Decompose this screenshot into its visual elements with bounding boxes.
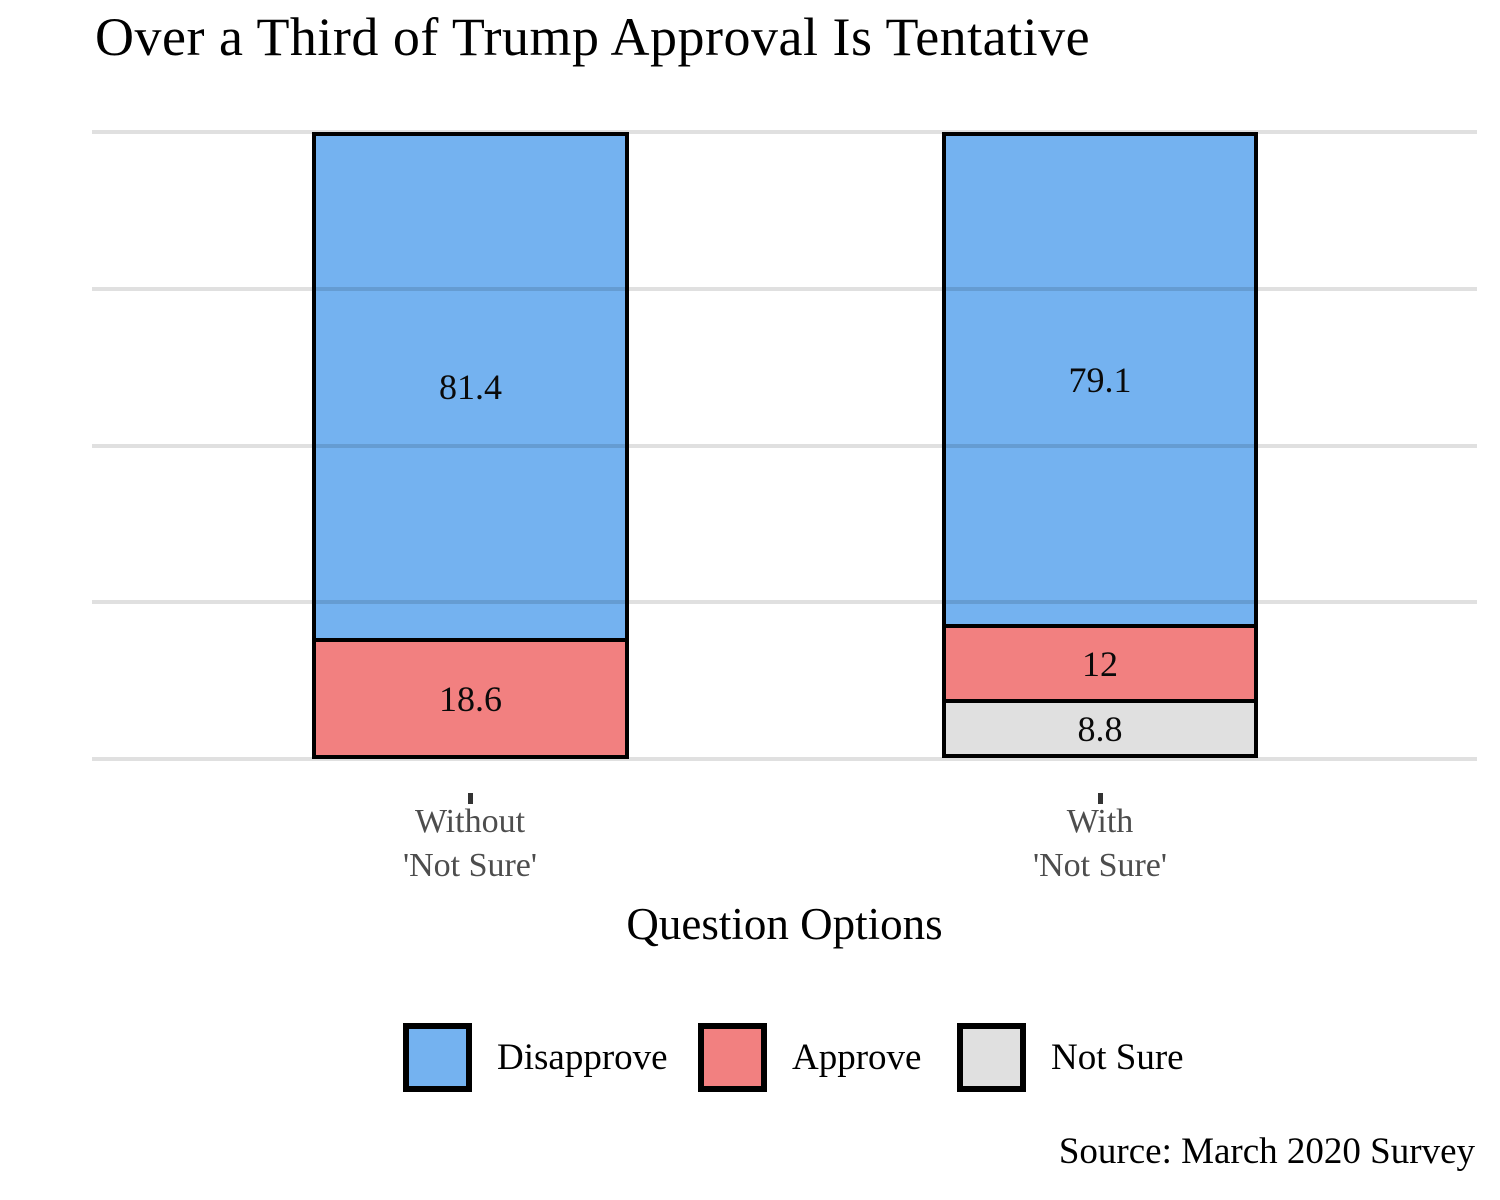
stacked-bar-without-not-sure: 81.4 18.6 xyxy=(312,132,629,759)
segment-value-label: 8.8 xyxy=(1077,708,1123,749)
plot-area: 81.4 18.6 79.1 12 8.8 xyxy=(92,130,1477,761)
legend-swatch-approve xyxy=(698,1023,767,1092)
category-label-line2: 'Not Sure' xyxy=(402,847,538,884)
category-label-line2: 'Not Sure' xyxy=(1032,847,1168,884)
x-axis-title: Question Options xyxy=(626,899,943,949)
bar-segment-approve: 12 xyxy=(942,623,1258,704)
segment-value-label: 81.4 xyxy=(439,367,502,408)
category-label-with: With 'Not Sure' xyxy=(920,800,1280,888)
gridline-100 xyxy=(92,130,1477,134)
category-label-line1: With xyxy=(1066,803,1134,840)
legend-item-disapprove: Disapprove xyxy=(403,1023,668,1092)
gridline-75 xyxy=(92,286,1477,291)
legend-swatch-not-sure xyxy=(957,1023,1026,1092)
source-note: Source: March 2020 Survey xyxy=(1058,1131,1475,1172)
legend-label: Disapprove xyxy=(497,1037,668,1078)
chart-title: Over a Third of Trump Approval Is Tentat… xyxy=(95,7,1091,67)
segment-value-label: 18.6 xyxy=(439,678,502,719)
legend-item-approve: Approve xyxy=(698,1023,921,1092)
gridline-0 xyxy=(92,757,1477,761)
legend-label: Not Sure xyxy=(1051,1037,1184,1078)
segment-value-label: 79.1 xyxy=(1068,359,1132,400)
bar-segment-not-sure: 8.8 xyxy=(942,699,1258,759)
category-label-without: Without 'Not Sure' xyxy=(290,800,650,888)
bar-segment-disapprove: 81.4 xyxy=(312,132,629,643)
legend-item-not-sure: Not Sure xyxy=(957,1023,1184,1092)
stacked-bar-with-not-sure: 79.1 12 8.8 xyxy=(942,132,1258,759)
legend-swatch-disapprove xyxy=(403,1023,472,1092)
bar-segment-disapprove: 79.1 xyxy=(942,132,1258,628)
x-axis-tick-without xyxy=(468,793,473,804)
segment-value-label: 12 xyxy=(1082,643,1118,684)
category-label-line1: Without xyxy=(414,803,526,840)
legend-label: Approve xyxy=(792,1037,922,1078)
x-axis-tick-with xyxy=(1098,793,1103,804)
gridline-25 xyxy=(92,600,1477,605)
gridline-50 xyxy=(92,443,1477,448)
bar-segment-approve: 18.6 xyxy=(312,638,629,759)
